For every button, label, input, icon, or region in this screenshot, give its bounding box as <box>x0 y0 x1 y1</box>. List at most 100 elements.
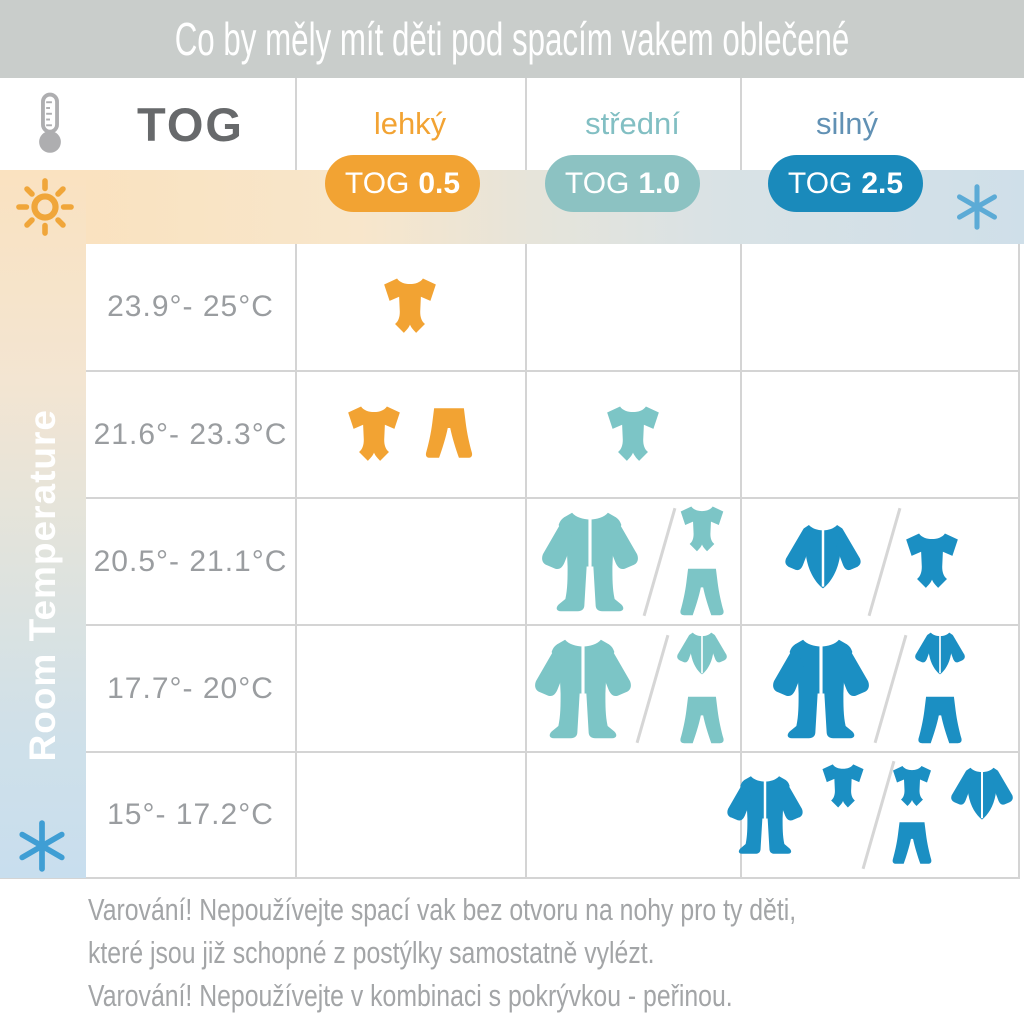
clothing-option <box>904 628 976 749</box>
footed-sleepsuit-icon <box>534 504 646 620</box>
badge-value: 1.0 <box>638 166 681 200</box>
clothing-option <box>775 518 871 606</box>
footed-sleepsuit-icon <box>527 631 639 747</box>
snowflake-icon <box>954 184 1000 230</box>
table-row: 15°- 17.2°C <box>0 753 1024 877</box>
short-sleeve-bodysuit-icon <box>340 401 408 469</box>
option-divider <box>873 634 907 743</box>
short-sleeve-bodysuit-icon <box>599 401 667 469</box>
pants-icon <box>673 563 731 621</box>
table-row: 21.6°- 23.3°C <box>0 372 1024 497</box>
footed-sleepsuit-icon <box>765 631 877 747</box>
grid-line <box>1018 244 1020 878</box>
title-bar: Co by měly mít děti pod spacím vakem obl… <box>0 0 1024 78</box>
badge-prefix: TOG <box>787 166 853 200</box>
grid-line <box>295 244 297 878</box>
warning-text: Varování! Nepoužívejte spací vak bez otv… <box>88 888 973 1017</box>
grid-line <box>86 624 1020 626</box>
column-label-stredni: střední <box>585 106 680 141</box>
clothing-option <box>765 631 877 747</box>
clothing-stack <box>765 631 877 747</box>
table-row: 23.9°- 25°C <box>0 244 1024 370</box>
tog-badge-2.5: TOG 2.5 <box>768 155 923 212</box>
short-sleeve-bodysuit-icon <box>886 762 938 812</box>
tog-badge-1.0: TOG 1.0 <box>545 155 700 212</box>
grid-line <box>740 78 742 170</box>
temperature-range: 20.5°- 21.1°C <box>93 544 288 578</box>
table-row: 20.5°- 21.1°C <box>0 499 1024 624</box>
short-sleeve-bodysuit-icon <box>815 760 871 814</box>
option-divider <box>642 507 677 616</box>
clothing-cell-stredni <box>525 499 740 624</box>
grid-line <box>525 78 527 170</box>
footed-sleepsuit-icon <box>721 760 809 870</box>
clothing-stack <box>534 504 646 620</box>
short-sleeve-bodysuit-icon <box>376 273 444 341</box>
warning-line: Varování! Nepoužívejte spací vak bez otv… <box>88 892 797 927</box>
long-sleeve-top-icon <box>904 628 976 686</box>
pants-icon <box>911 691 969 749</box>
clothing-cell-lehky <box>295 244 525 370</box>
clothing-stack <box>376 273 444 341</box>
badge-value: 2.5 <box>861 166 904 200</box>
temperature-range: 17.7°- 20°C <box>107 671 274 705</box>
clothing-option <box>340 401 480 469</box>
tog-column-header: TOG <box>137 97 244 151</box>
clothing-option <box>721 760 871 870</box>
clothing-option <box>534 504 646 620</box>
clothing-stack <box>721 760 809 870</box>
grid-line <box>86 370 1020 372</box>
clothing-option <box>527 631 639 747</box>
clothing-stack <box>904 628 976 749</box>
grid-line <box>0 877 1020 879</box>
clothing-stack <box>898 528 966 596</box>
clothing-option <box>898 528 966 596</box>
clothing-stack <box>775 518 871 606</box>
clothing-cell-silny <box>740 753 1022 877</box>
tog-badge-0.5: TOG 0.5 <box>325 155 480 212</box>
badge-prefix: TOG <box>344 166 410 200</box>
clothing-cell-silny <box>740 626 1022 751</box>
long-sleeve-top-icon <box>775 518 871 606</box>
clothing-option <box>599 401 667 469</box>
badge-prefix: TOG <box>564 166 630 200</box>
clothing-option <box>673 502 731 621</box>
option-divider <box>635 634 670 743</box>
long-sleeve-top-icon <box>666 628 738 686</box>
clothing-stack <box>666 628 738 749</box>
clothing-stack <box>944 762 1020 834</box>
clothing-option <box>376 273 444 341</box>
clothing-cell-silny <box>740 499 1022 624</box>
grid-line <box>86 751 1020 753</box>
sun-icon <box>14 176 76 238</box>
clothing-stack <box>340 401 408 469</box>
clothing-cell-stredni <box>525 372 740 497</box>
grid-line <box>86 497 1020 499</box>
clothing-stack <box>527 631 639 747</box>
snowflake-icon <box>16 820 68 872</box>
warning-line: které jsou již schopné z postýlky samost… <box>88 935 655 970</box>
thermometer-icon <box>18 88 82 160</box>
table-row: 17.7°- 20°C <box>0 626 1024 751</box>
clothing-option <box>886 762 1020 869</box>
clothing-stack <box>815 760 871 814</box>
clothing-stack <box>673 502 731 621</box>
grid-line <box>295 78 297 170</box>
short-sleeve-bodysuit-icon <box>673 502 731 558</box>
clothing-stack <box>418 401 480 465</box>
long-sleeve-top-icon <box>944 762 1020 834</box>
clothing-stack <box>599 401 667 469</box>
pants-icon <box>886 817 938 869</box>
warning-line: Varování! Nepoužívejte v kombinaci s pok… <box>88 978 733 1013</box>
pants-icon <box>673 691 731 749</box>
temperature-range: 21.6°- 23.3°C <box>93 417 288 451</box>
short-sleeve-bodysuit-icon <box>898 528 966 596</box>
clothing-stack <box>886 762 938 869</box>
grid-line <box>740 244 742 878</box>
option-divider <box>867 507 901 616</box>
column-label-lehky: lehký <box>373 106 447 141</box>
clothing-cell-lehky <box>295 372 525 497</box>
pants-icon <box>418 401 480 465</box>
temperature-range: 15°- 17.2°C <box>107 798 274 831</box>
